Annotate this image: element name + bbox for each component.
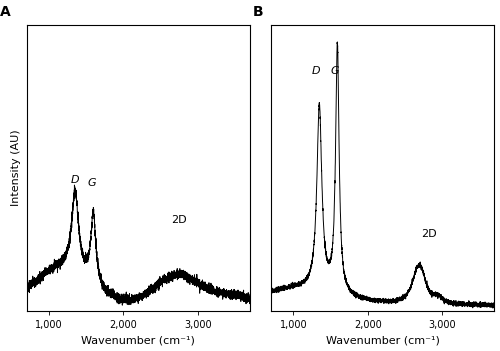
X-axis label: Wavenumber (cm⁻¹): Wavenumber (cm⁻¹) [82, 336, 196, 345]
Text: 2D: 2D [172, 215, 187, 225]
Text: $D$: $D$ [312, 65, 322, 77]
X-axis label: Wavenumber (cm⁻¹): Wavenumber (cm⁻¹) [326, 336, 440, 345]
Text: $G$: $G$ [87, 176, 97, 188]
Y-axis label: Intensity (AU): Intensity (AU) [11, 130, 21, 206]
Text: 2D: 2D [421, 230, 436, 239]
Text: $G$: $G$ [330, 65, 340, 77]
Text: B: B [253, 5, 264, 19]
Text: A: A [0, 5, 10, 19]
Text: $D$: $D$ [70, 173, 80, 185]
